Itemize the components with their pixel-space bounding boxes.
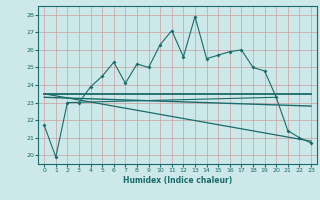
X-axis label: Humidex (Indice chaleur): Humidex (Indice chaleur): [123, 176, 232, 185]
